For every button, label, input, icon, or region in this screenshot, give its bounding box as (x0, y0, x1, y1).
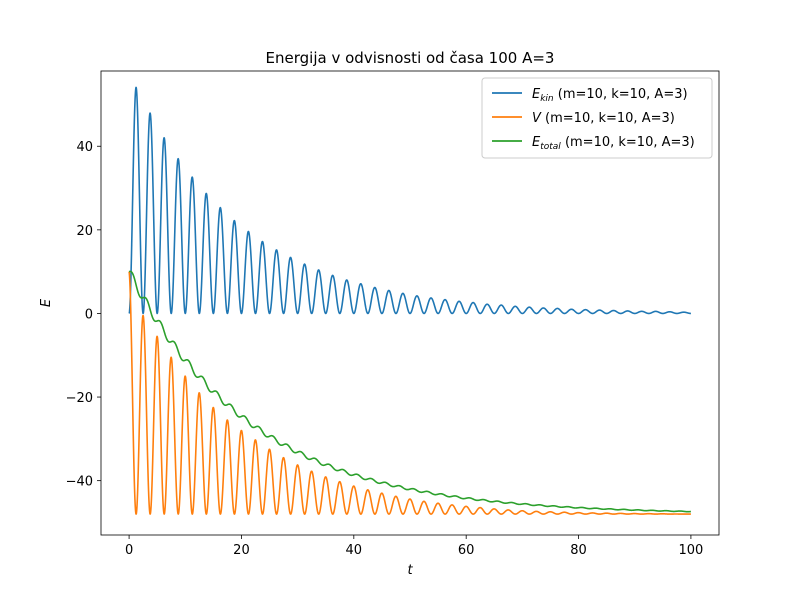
legend-label: V (m=10, k=10, A=3) (532, 111, 675, 126)
legend-label: Ekin (m=10, k=10, A=3) (532, 87, 688, 104)
legend-box (481, 77, 713, 159)
legend-entries: Ekin (m=10, k=10, A=3)V (m=10, k=10, A=3… (492, 87, 695, 152)
legend-label-sub: kin (540, 94, 554, 104)
legend-label-rest: (m=10, k=10, A=3) (541, 111, 675, 126)
legend: Ekin (m=10, k=10, A=3)V (m=10, k=10, A=3… (481, 77, 713, 159)
y-tick-label: 0 (85, 307, 93, 322)
legend-label-rest: (m=10, k=10, A=3) (554, 87, 688, 102)
x-tick-label: 100 (678, 543, 703, 558)
x-tick-label: 60 (458, 543, 475, 558)
legend-label-main: E (532, 135, 541, 150)
y-tick-label: 20 (76, 224, 93, 239)
plot-frame (100, 70, 720, 536)
legend-label-rest: (m=10, k=10, A=3) (561, 135, 695, 150)
series-line-e-kin (128, 86, 692, 315)
x-axis-label: t (407, 563, 413, 578)
x-tick-label: 40 (346, 543, 363, 558)
series-line-e-total (128, 270, 692, 513)
y-tick-label: −40 (66, 475, 93, 490)
chart-title: Energija v odvisnosti od časa 100 A=3 (266, 49, 555, 67)
legend-label-main: E (532, 87, 541, 102)
legend-label: Etotal (m=10, k=10, A=3) (532, 135, 695, 152)
y-axis-ticks: −40 −20 0 20 40 (66, 140, 101, 490)
legend-label-sub: total (540, 142, 561, 152)
x-axis-ticks: 0 20 40 60 80 100 (125, 535, 703, 558)
x-tick-label: 20 (233, 543, 250, 558)
y-axis-label: E (39, 298, 54, 307)
x-tick-label: 80 (570, 543, 587, 558)
plot-lines (128, 86, 692, 515)
legend-label-main: V (532, 111, 542, 126)
series-line-v (128, 271, 692, 515)
y-tick-label: −20 (66, 391, 93, 406)
x-tick-label: 0 (125, 543, 133, 558)
y-tick-label: 40 (76, 140, 93, 155)
